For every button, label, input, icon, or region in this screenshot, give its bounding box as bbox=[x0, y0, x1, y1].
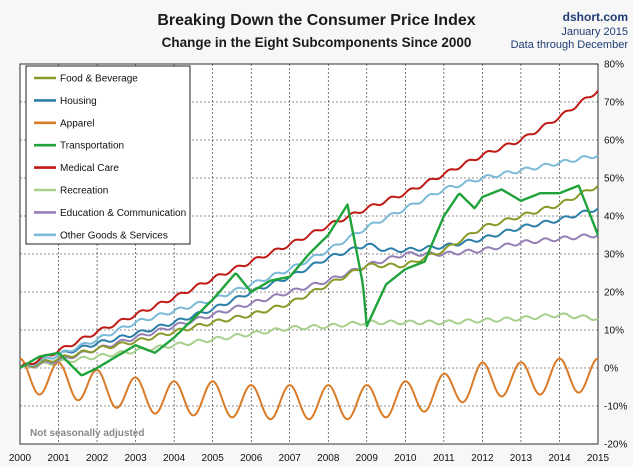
legend-label: Recreation bbox=[60, 186, 108, 197]
chart-subtitle: Change in the Eight Subcomponents Since … bbox=[161, 35, 472, 50]
series-line-other-goods-services bbox=[19, 154, 599, 369]
x-tick-label: 2003 bbox=[124, 453, 147, 464]
y-tick-label: 60% bbox=[604, 136, 624, 147]
legend-label: Other Goods & Services bbox=[60, 230, 168, 241]
source-date: January 2015 bbox=[561, 26, 628, 38]
x-tick-label: 2013 bbox=[510, 453, 533, 464]
legend-label: Medical Care bbox=[60, 163, 119, 174]
legend-label: Food & Beverage bbox=[60, 74, 138, 85]
y-tick-label: -10% bbox=[604, 402, 627, 413]
x-tick-label: 2011 bbox=[433, 453, 455, 464]
x-axis: 2000 2001 2002 2003 2004 2005 2006 2007 2008 2009… bbox=[9, 453, 610, 464]
y-tick-label: 80% bbox=[604, 60, 624, 71]
legend bbox=[25, 65, 191, 245]
x-tick-label: 2015 bbox=[587, 453, 610, 464]
source-site: dshort.com bbox=[562, 10, 628, 24]
legend-label: Transportation bbox=[60, 141, 124, 152]
x-tick-label: 2002 bbox=[86, 453, 109, 464]
y-tick-label: 20% bbox=[604, 288, 624, 299]
x-tick-label: 2006 bbox=[240, 453, 263, 464]
y-tick-label: -20% bbox=[604, 440, 627, 451]
y-tick-label: 50% bbox=[604, 174, 624, 185]
x-tick-label: 2005 bbox=[202, 453, 225, 464]
series-line-recreation bbox=[19, 312, 599, 369]
y-tick-label: 40% bbox=[604, 212, 624, 223]
x-tick-label: 2008 bbox=[317, 453, 340, 464]
x-tick-label: 2007 bbox=[279, 453, 302, 464]
y-tick-label: 0% bbox=[604, 364, 619, 375]
y-axis: 80% 70% 60% 50% 40% 30% 20% 10% 0% -10% -20% bbox=[604, 60, 627, 451]
x-tick-label: 2010 bbox=[394, 453, 417, 464]
series-line-apparel bbox=[19, 357, 599, 421]
source-note: Data through December bbox=[510, 39, 628, 51]
x-tick-label: 2000 bbox=[9, 453, 32, 464]
series-line-housing bbox=[19, 207, 599, 369]
series-line-transportation bbox=[19, 184, 600, 377]
legend-entries: Food & Beverage Housing Apparel Transportat… bbox=[34, 74, 186, 241]
legend-label: Education & Communication bbox=[60, 208, 186, 219]
x-tick-label: 2012 bbox=[471, 453, 494, 464]
y-tick-label: 70% bbox=[604, 98, 624, 109]
x-tick-label: 2014 bbox=[548, 453, 571, 464]
x-tick-label: 2009 bbox=[356, 453, 379, 464]
y-tick-label: 30% bbox=[604, 250, 624, 261]
series-line-education-communication bbox=[19, 233, 599, 369]
x-tick-label: 2001 bbox=[47, 453, 70, 464]
legend-label: Apparel bbox=[60, 118, 94, 129]
x-tick-label: 2004 bbox=[163, 453, 186, 464]
chart-title: Breaking Down the Consumer Price Index bbox=[157, 12, 476, 29]
series-line-medical-care bbox=[19, 89, 599, 369]
legend-label: Housing bbox=[60, 96, 97, 107]
y-tick-label: 10% bbox=[604, 326, 624, 337]
series-line-food-beverage bbox=[19, 184, 599, 369]
annotation-note: Not seasonally adjusted bbox=[30, 428, 144, 439]
series-lines bbox=[19, 89, 600, 421]
